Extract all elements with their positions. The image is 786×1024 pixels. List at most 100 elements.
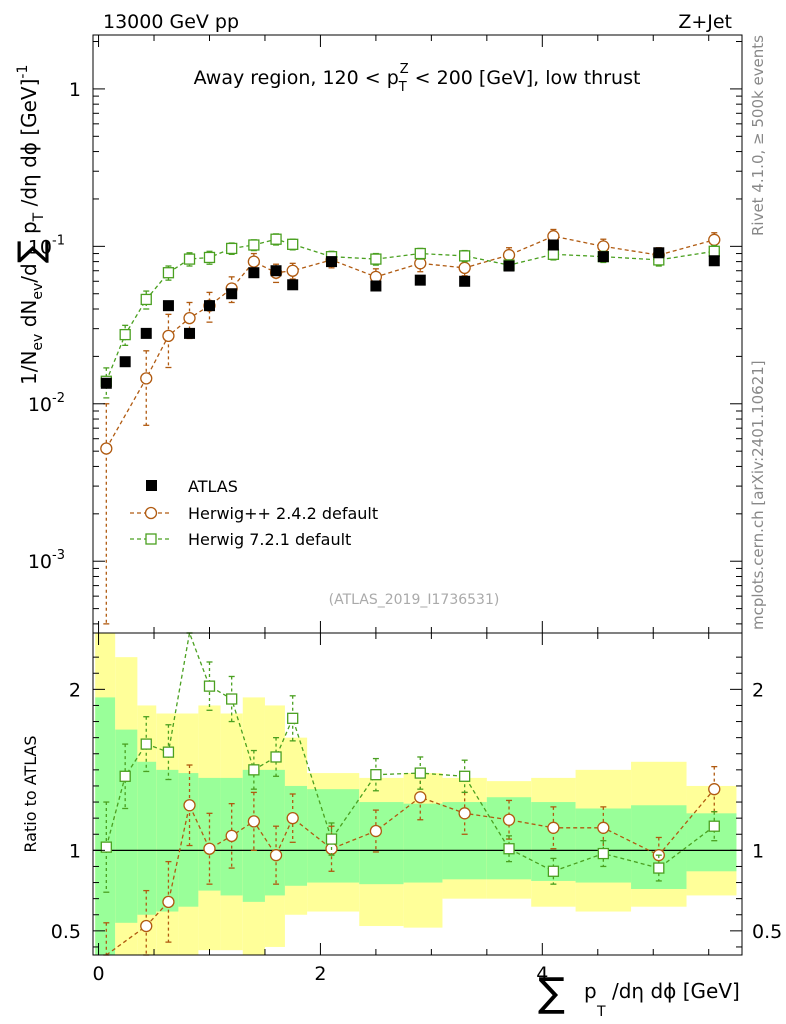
data-point	[247, 815, 261, 828]
data-point	[414, 791, 427, 804]
data-point	[203, 680, 216, 692]
band-green-bin	[178, 773, 199, 907]
data-point	[203, 842, 216, 855]
data-point	[140, 372, 153, 385]
analysis-watermark: (ATLAS_2019_I1736531)	[329, 592, 500, 608]
svg-text:∑: ∑	[538, 970, 565, 1016]
series-line	[105, 788, 715, 956]
axis-ticks: 10-3 10-2 10-1 1 0.5 0.5 1 1 2 2 0 2 4	[28, 35, 782, 985]
band-green-bin	[115, 729, 138, 923]
data-point	[119, 328, 131, 341]
band-green-bin	[403, 803, 443, 883]
main-series-layer	[100, 228, 721, 625]
ratio-y-tick-label: 1	[69, 840, 81, 862]
data-point	[458, 261, 471, 275]
legend-label-herwigpp: Herwig++ 2.4.2 default	[188, 504, 378, 523]
mcplots-credit-label: mcplots.cern.ch [arXiv:2401.10621]	[749, 360, 767, 630]
data-point	[597, 240, 610, 253]
data-point	[708, 233, 721, 246]
data-point	[203, 251, 216, 264]
ratio-y-tick-label-right: 0.5	[752, 921, 782, 943]
svg-text:1/Nev dNev/d∑ pT /dη dϕ [GeV]: 1/Nev dNev/d∑ pT /dη dϕ [GeV]-1	[11, 65, 51, 385]
band-green-bin	[631, 805, 687, 889]
data-point	[414, 247, 426, 260]
ratio-y-tick-label: 0.5	[51, 921, 81, 943]
data-point	[653, 862, 665, 874]
data-point	[653, 247, 665, 259]
data-point	[162, 300, 174, 312]
series-line	[105, 238, 715, 382]
x-tick-label: 0	[93, 963, 105, 985]
data-point	[270, 751, 282, 763]
data-point	[708, 255, 720, 267]
data-point	[162, 895, 175, 909]
band-green-bin	[264, 769, 285, 896]
data-point	[248, 764, 260, 776]
ratio-y-tick-label-right: 2	[752, 679, 764, 701]
y-tick-label: 10-1	[28, 233, 65, 258]
data-point	[287, 279, 299, 291]
svg-text:p: p	[584, 979, 597, 1003]
data-point	[162, 329, 175, 343]
data-point	[183, 311, 196, 325]
data-point	[286, 264, 299, 277]
data-point	[370, 253, 382, 265]
data-point	[597, 251, 609, 263]
data-point	[140, 327, 152, 339]
data-point	[414, 767, 426, 779]
data-point	[547, 865, 560, 877]
data-point	[708, 245, 720, 257]
data-point	[502, 813, 516, 826]
data-point	[326, 256, 338, 268]
main-y-axis-label: 1/Nev dNev/d∑ pT /dη dϕ [GeV]-1	[11, 65, 51, 385]
svg-text:/dη dϕ [GeV]: /dη dϕ [GeV]	[612, 979, 740, 1003]
data-point	[226, 242, 238, 255]
data-point	[225, 829, 238, 843]
ratio-y-tick-label: 2	[69, 679, 81, 701]
svg-text:T: T	[596, 1004, 606, 1020]
data-point	[100, 377, 112, 389]
ratio-y-axis-label: Ratio to ATLAS	[21, 735, 40, 852]
data-point	[203, 300, 215, 312]
legend: ATLAS Herwig++ 2.4.2 default Herwig 7.2.…	[130, 477, 378, 549]
data-point	[248, 239, 260, 251]
band-green-bin	[156, 769, 179, 912]
x-tick-label: 4	[536, 963, 548, 985]
data-point	[503, 260, 515, 272]
band-green-bin	[95, 697, 116, 955]
plot-title: Away region, 120 < pTZ < 200 [GeV], low …	[194, 62, 641, 95]
y-tick-label: 10-3	[28, 548, 65, 573]
data-point	[119, 770, 131, 782]
x-tick-label: 2	[314, 963, 326, 985]
data-point	[100, 841, 112, 853]
data-point	[547, 821, 560, 834]
data-point	[458, 807, 471, 820]
legend-marker-herwig7	[145, 533, 157, 545]
data-point	[269, 849, 283, 862]
data-point	[162, 267, 175, 279]
data-point	[183, 799, 196, 812]
data-point	[248, 267, 260, 279]
data-point	[370, 280, 382, 292]
data-point	[287, 712, 299, 724]
data-point	[458, 250, 471, 262]
data-point	[502, 248, 516, 262]
data-point	[100, 442, 113, 455]
data-point	[708, 783, 721, 796]
ratio-y-tick-label-right: 1	[752, 840, 764, 862]
data-point	[547, 248, 560, 260]
ratio-uncertainty-bands	[95, 633, 737, 955]
data-point	[287, 238, 299, 250]
data-point	[459, 275, 471, 287]
data-point	[247, 255, 261, 268]
data-point	[414, 274, 426, 286]
legend-label-herwig7: Herwig 7.2.1 default	[188, 530, 351, 549]
data-point	[140, 919, 153, 933]
data-point	[325, 833, 338, 845]
data-point	[226, 288, 238, 300]
data-point	[140, 293, 152, 306]
data-point	[162, 746, 175, 758]
series-herwig-7-2-1-default	[100, 630, 720, 893]
data-point	[270, 233, 282, 245]
